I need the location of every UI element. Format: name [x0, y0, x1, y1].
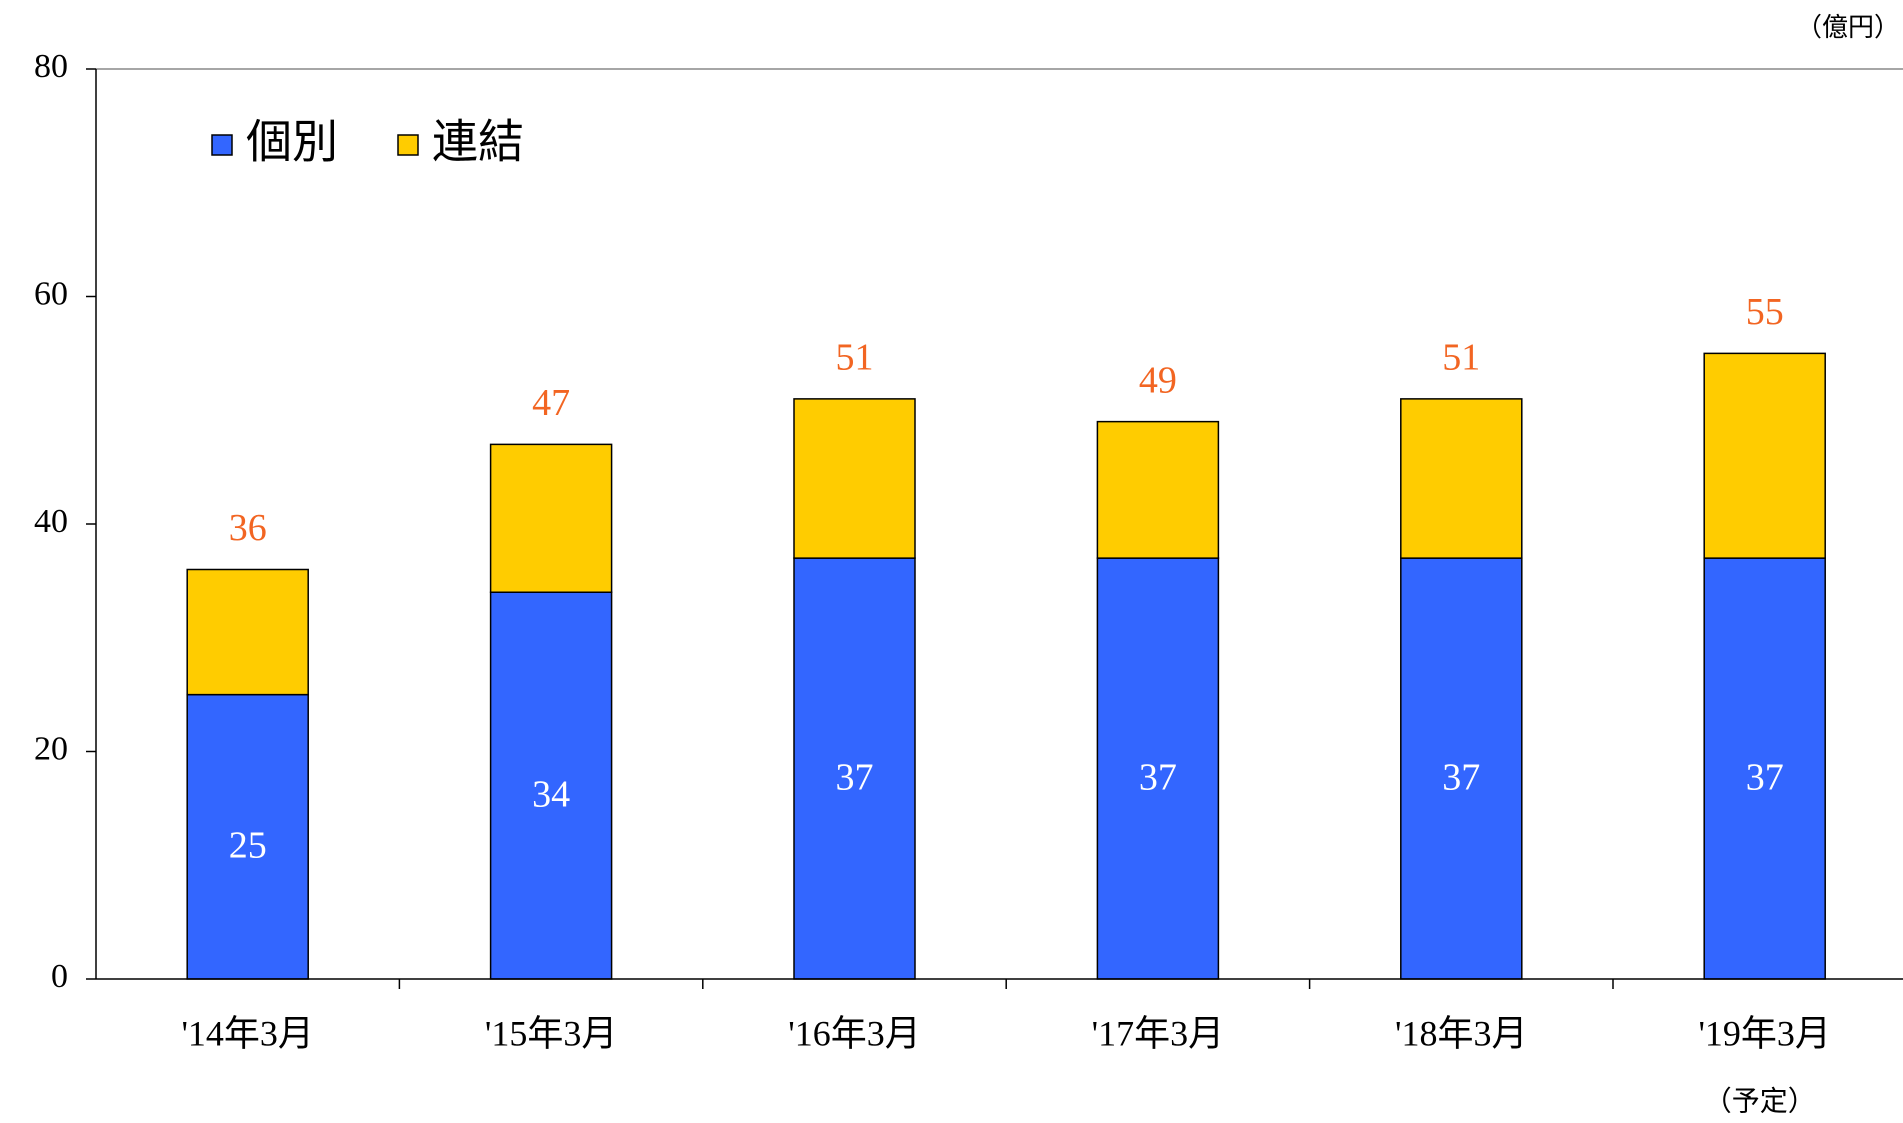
bar-segment	[1703, 352, 1826, 559]
y-tick-label: 60	[34, 275, 68, 312]
legend-label: 連結	[432, 117, 524, 168]
value-label: 34	[532, 773, 570, 815]
total-label: 51	[1442, 337, 1480, 379]
category-note: （予定）	[1704, 1085, 1816, 1117]
x-tick-label: '16年3月	[788, 1013, 921, 1053]
x-tick-label: '17年3月	[1092, 1013, 1225, 1053]
value-label: 37	[836, 756, 874, 798]
value-label: 37	[1746, 756, 1784, 798]
total-label: 49	[1139, 359, 1177, 401]
x-tick-label: '15年3月	[485, 1013, 618, 1053]
legend-swatch	[211, 134, 233, 156]
bar-segment	[793, 557, 916, 980]
x-tick-label: '14年3月	[181, 1013, 314, 1053]
bar-segment	[1096, 420, 1220, 559]
total-label: 51	[836, 337, 874, 379]
legend-swatch	[397, 134, 419, 156]
value-label: 25	[229, 825, 267, 867]
total-label: 55	[1746, 291, 1784, 333]
total-label: 47	[532, 382, 570, 424]
legend-label: 個別	[246, 117, 338, 168]
bar-segment	[1400, 557, 1523, 980]
bar-segment	[1400, 398, 1523, 559]
bar-segment	[489, 443, 613, 593]
y-tick-label: 80	[34, 48, 68, 85]
y-tick-label: 40	[34, 503, 68, 540]
y-tick-label: 20	[34, 730, 68, 767]
bar-segment	[186, 568, 309, 696]
bar-segment	[489, 591, 613, 980]
bar-segment	[793, 398, 916, 559]
x-tick-label: '18年3月	[1395, 1013, 1528, 1053]
unit-label: （億円）	[1796, 13, 1900, 42]
x-tick-label: '19年3月	[1698, 1013, 1831, 1053]
total-label: 36	[229, 507, 267, 549]
value-label: 37	[1442, 756, 1480, 798]
value-label: 37	[1139, 756, 1177, 798]
bar-segment	[1703, 557, 1826, 980]
y-tick-label: 0	[51, 958, 68, 995]
